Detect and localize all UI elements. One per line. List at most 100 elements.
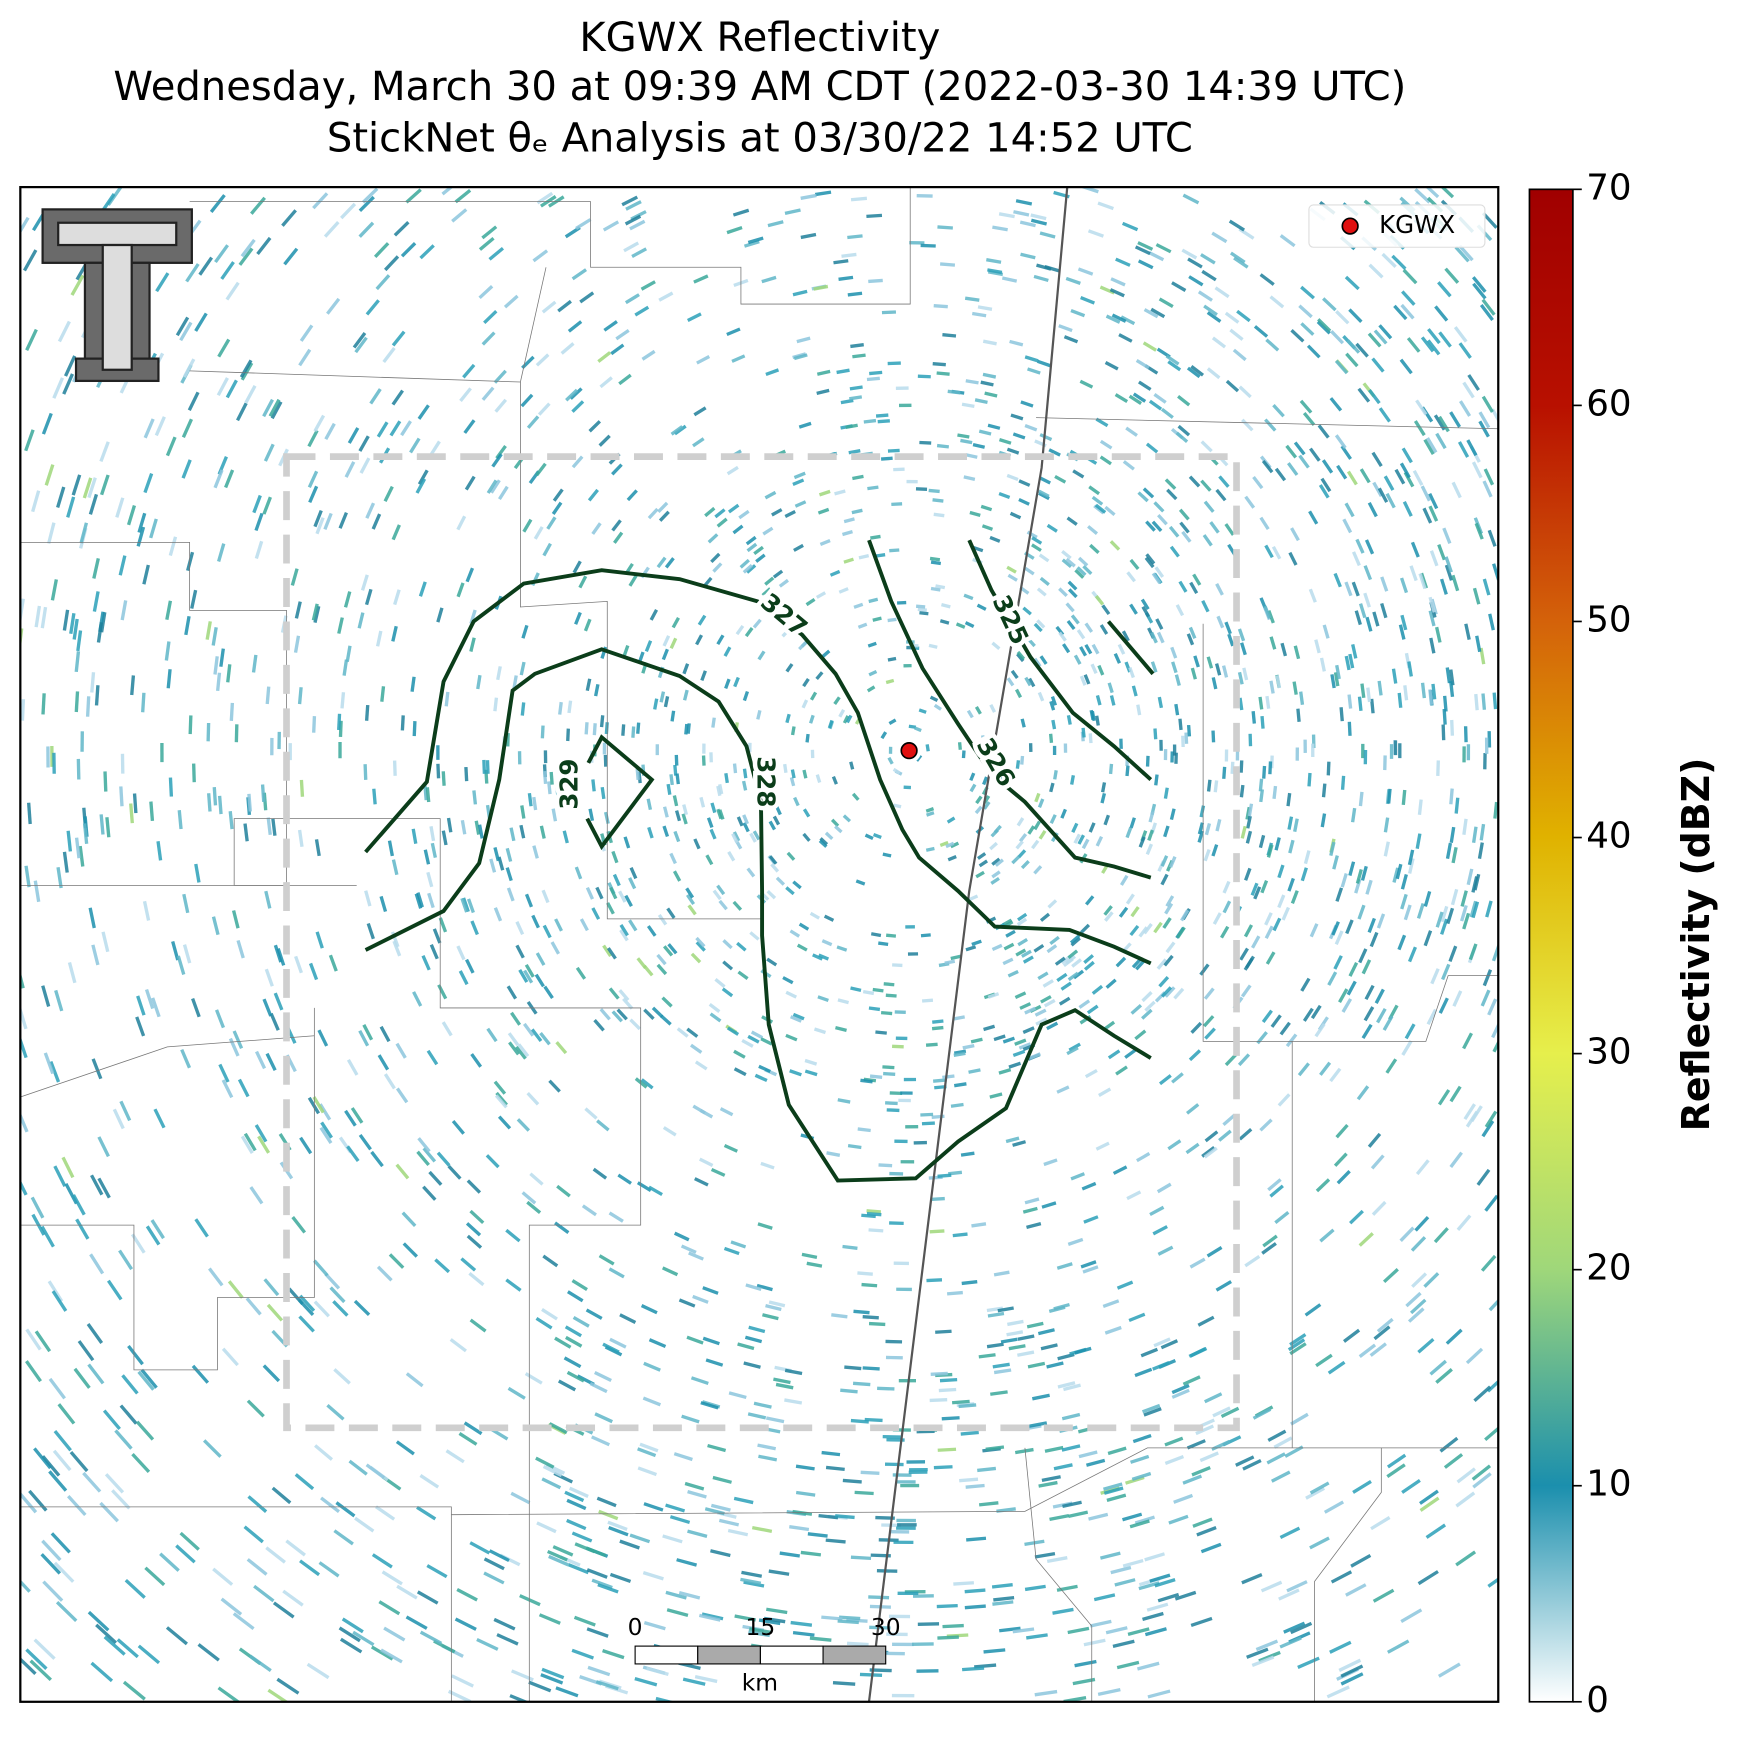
echo — [465, 958, 475, 974]
echo — [1376, 1007, 1387, 1024]
echo — [966, 1536, 987, 1542]
echo — [907, 952, 919, 956]
echo — [1174, 703, 1180, 716]
echo — [1277, 1093, 1291, 1107]
echo — [872, 833, 882, 840]
echo — [191, 998, 201, 1018]
echo — [1010, 669, 1019, 679]
echo — [118, 555, 127, 576]
echo — [575, 966, 587, 980]
echo — [1163, 749, 1168, 761]
echo — [1441, 963, 1451, 981]
echo — [1483, 468, 1495, 486]
echo — [1126, 1190, 1142, 1201]
echo — [1218, 475, 1230, 488]
echo — [26, 802, 32, 825]
echo — [1101, 604, 1111, 616]
echo — [1038, 1480, 1058, 1488]
scale-tick-label: 0 — [628, 1613, 643, 1641]
echo — [1368, 263, 1384, 279]
echo — [887, 361, 901, 366]
echo — [751, 1526, 773, 1533]
echo — [1009, 511, 1022, 520]
echo — [964, 1604, 986, 1610]
echo — [583, 618, 592, 632]
echo — [976, 603, 987, 611]
echo — [599, 376, 613, 389]
echo — [352, 331, 367, 349]
echo — [885, 678, 895, 685]
echo — [1206, 1246, 1223, 1258]
echo — [1298, 454, 1310, 469]
echo — [1153, 728, 1158, 740]
echo — [948, 1170, 963, 1176]
echo — [1444, 267, 1460, 284]
echo — [520, 393, 534, 408]
echo — [1245, 830, 1253, 844]
echo — [900, 1160, 915, 1164]
echo — [741, 1038, 754, 1048]
echo — [746, 867, 756, 878]
echo — [1227, 633, 1235, 647]
echo — [86, 1322, 104, 1344]
echo — [1086, 1458, 1106, 1467]
echo — [574, 866, 583, 880]
echo — [1419, 1496, 1440, 1512]
echo — [1300, 867, 1308, 882]
echo — [1345, 1583, 1367, 1597]
echo — [338, 742, 342, 759]
echo — [208, 1267, 224, 1287]
echo — [517, 1043, 530, 1058]
echo — [54, 989, 64, 1012]
echo — [1364, 984, 1375, 1001]
echo — [593, 683, 600, 697]
echo — [447, 1689, 472, 1702]
echo — [1235, 1455, 1255, 1467]
echo — [29, 1659, 52, 1682]
echo — [62, 373, 75, 395]
echo — [341, 1617, 364, 1634]
echo — [1042, 979, 1054, 988]
echo — [534, 973, 545, 988]
echo — [600, 786, 606, 800]
echo — [785, 713, 791, 724]
echo — [1024, 676, 1032, 687]
echo — [770, 863, 780, 873]
echo — [1370, 1154, 1385, 1170]
echo — [977, 852, 987, 860]
echo — [1015, 688, 1023, 699]
echo — [710, 1503, 731, 1512]
echo — [710, 802, 717, 814]
echo — [814, 190, 832, 197]
echo — [1116, 1660, 1140, 1670]
echo — [1471, 276, 1487, 293]
echo — [364, 588, 373, 606]
echo — [412, 991, 423, 1007]
echo — [402, 1242, 419, 1258]
echo — [667, 943, 678, 955]
echo — [1270, 1014, 1282, 1028]
echo — [1128, 1312, 1146, 1323]
echo — [273, 992, 284, 1011]
echo — [815, 774, 822, 784]
echo — [805, 597, 816, 607]
echo — [47, 1280, 64, 1303]
echo — [1371, 1200, 1387, 1216]
echo — [1427, 328, 1441, 345]
echo — [1167, 360, 1182, 372]
echo — [1201, 600, 1210, 613]
echo — [992, 1600, 1014, 1606]
echo — [1008, 1061, 1022, 1069]
echo — [974, 398, 988, 405]
echo — [745, 535, 757, 546]
echo — [1265, 695, 1271, 709]
echo — [1156, 1182, 1172, 1194]
echo — [666, 907, 676, 919]
echo — [711, 717, 716, 728]
echo — [930, 560, 942, 566]
echo — [432, 928, 442, 944]
echo — [792, 880, 802, 890]
echo — [610, 343, 625, 356]
echo — [1034, 1689, 1058, 1697]
echo — [1222, 880, 1231, 894]
